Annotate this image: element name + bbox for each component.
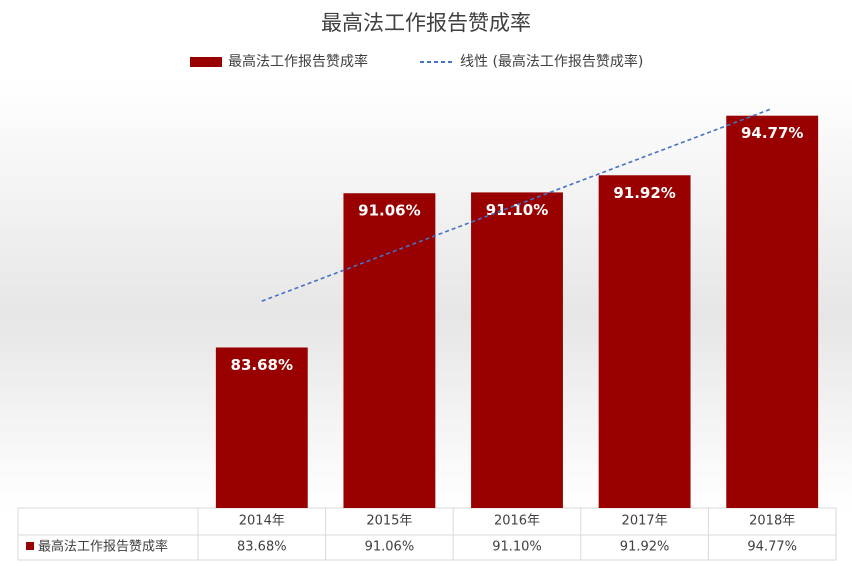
data-label: 91.10% (486, 201, 548, 219)
x-tick-label: 2015年 (366, 514, 412, 529)
table-value: 94.77% (747, 540, 797, 555)
data-label: 83.68% (231, 356, 293, 374)
table-row-header: 最高法工作报告赞成率 (38, 539, 168, 555)
x-tick-label: 2017年 (622, 514, 668, 529)
x-tick-label: 2016年 (494, 514, 540, 529)
bar (215, 347, 308, 508)
data-label: 91.92% (613, 184, 675, 202)
table-value: 83.68% (237, 540, 287, 555)
table-value: 91.10% (492, 540, 542, 555)
bar (726, 115, 819, 508)
x-tick-label: 2014年 (239, 514, 285, 529)
table-value: 91.06% (365, 540, 415, 555)
legend-label: 线性 (最高法工作报告赞成率) (460, 53, 643, 70)
data-label: 91.06% (358, 202, 420, 220)
data-label: 94.77% (741, 124, 803, 142)
bar (343, 193, 436, 508)
legend-label: 最高法工作报告赞成率 (228, 53, 368, 70)
bar (471, 192, 563, 508)
table-legend-key (26, 542, 34, 550)
table-value: 91.92% (620, 540, 670, 555)
legend-swatch (190, 57, 222, 67)
chart-title: 最高法工作报告赞成率 (321, 11, 531, 35)
x-tick-label: 2018年 (749, 514, 795, 529)
bar (598, 175, 691, 508)
